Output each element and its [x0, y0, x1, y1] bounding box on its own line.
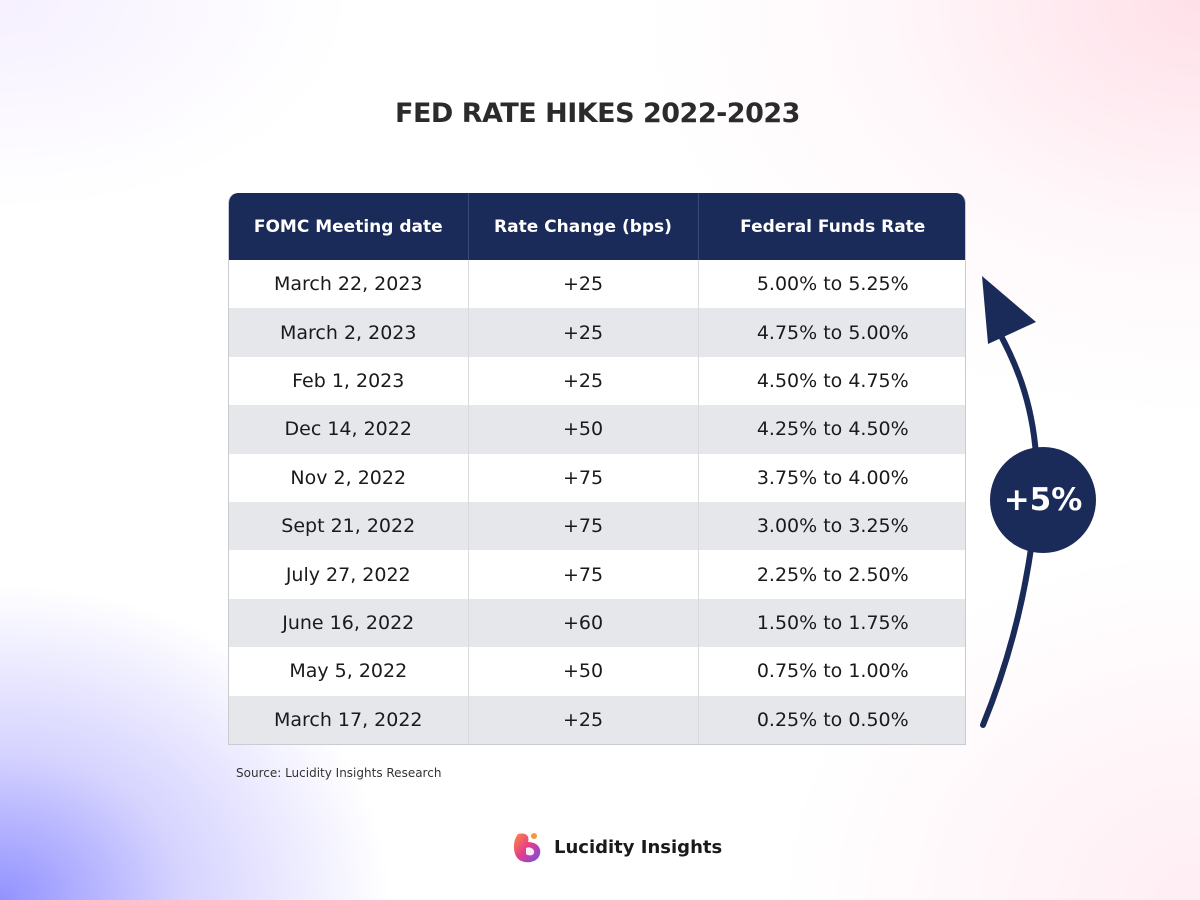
logo-text: Lucidity Insights: [554, 836, 723, 858]
rate-change-cell: +25: [468, 695, 699, 744]
funds-rate-cell: 0.25% to 0.50%: [698, 695, 965, 744]
meeting-date-cell: March 2, 2023: [229, 308, 469, 357]
table-row: May 5, 2022 +50 0.75% to 1.00%: [229, 647, 965, 696]
rate-change-cell: +75: [468, 550, 699, 599]
increase-badge: +5%: [990, 447, 1096, 553]
column-header: Federal Funds Rate: [698, 193, 965, 260]
funds-rate-cell: 2.25% to 2.50%: [698, 550, 965, 599]
meeting-date-cell: March 22, 2023: [229, 260, 469, 309]
rate-table: FOMC Meeting date Rate Change (bps) Fede…: [228, 193, 966, 745]
column-header: FOMC Meeting date: [229, 193, 469, 260]
meeting-date-cell: Feb 1, 2023: [229, 356, 469, 406]
page-title: FED RATE HIKES 2022-2023: [395, 98, 800, 129]
table-row: Sept 21, 2022 +75 3.00% to 3.25%: [229, 501, 965, 551]
rate-change-cell: +25: [468, 356, 699, 406]
meeting-date-cell: Sept 21, 2022: [229, 501, 469, 551]
table-row: March 22, 2023 +25 5.00% to 5.25%: [229, 260, 965, 309]
meeting-date-cell: March 17, 2022: [229, 695, 469, 744]
funds-rate-cell: 3.00% to 3.25%: [698, 501, 965, 551]
table-row: June 16, 2022 +60 1.50% to 1.75%: [229, 598, 965, 648]
column-header: Rate Change (bps): [468, 193, 699, 260]
funds-rate-cell: 5.00% to 5.25%: [698, 260, 965, 309]
table-row: Nov 2, 2022 +75 3.75% to 4.00%: [229, 453, 965, 502]
source-note: Source: Lucidity Insights Research: [236, 766, 442, 780]
funds-rate-cell: 4.25% to 4.50%: [698, 405, 965, 454]
table-row: March 2, 2023 +25 4.75% to 5.00%: [229, 308, 965, 357]
lucidity-logo-icon: [513, 833, 541, 863]
rate-change-cell: +75: [468, 501, 699, 551]
table-row: July 27, 2022 +75 2.25% to 2.50%: [229, 550, 965, 599]
table-header-row: FOMC Meeting date Rate Change (bps) Fede…: [229, 193, 965, 260]
brand-logo: Lucidity Insights: [512, 830, 722, 864]
rate-change-cell: +50: [468, 405, 699, 454]
rate-change-cell: +25: [468, 260, 699, 309]
rate-change-cell: +25: [468, 308, 699, 357]
table-row: Dec 14, 2022 +50 4.25% to 4.50%: [229, 405, 965, 454]
table-row: March 17, 2022 +25 0.25% to 0.50%: [229, 695, 965, 744]
meeting-date-cell: Dec 14, 2022: [229, 405, 469, 454]
funds-rate-cell: 1.50% to 1.75%: [698, 598, 965, 648]
meeting-date-cell: June 16, 2022: [229, 598, 469, 648]
meeting-date-cell: July 27, 2022: [229, 550, 469, 599]
funds-rate-cell: 4.75% to 5.00%: [698, 308, 965, 357]
rate-change-cell: +75: [468, 453, 699, 502]
meeting-date-cell: May 5, 2022: [229, 647, 469, 696]
funds-rate-cell: 3.75% to 4.00%: [698, 453, 965, 502]
funds-rate-cell: 0.75% to 1.00%: [698, 647, 965, 696]
rate-change-cell: +50: [468, 647, 699, 696]
funds-rate-cell: 4.50% to 4.75%: [698, 356, 965, 406]
meeting-date-cell: Nov 2, 2022: [229, 453, 469, 502]
rate-change-cell: +60: [468, 598, 699, 648]
table-row: Feb 1, 2023 +25 4.50% to 4.75%: [229, 356, 965, 406]
rate-table-grid: FOMC Meeting date Rate Change (bps) Fede…: [229, 193, 965, 744]
